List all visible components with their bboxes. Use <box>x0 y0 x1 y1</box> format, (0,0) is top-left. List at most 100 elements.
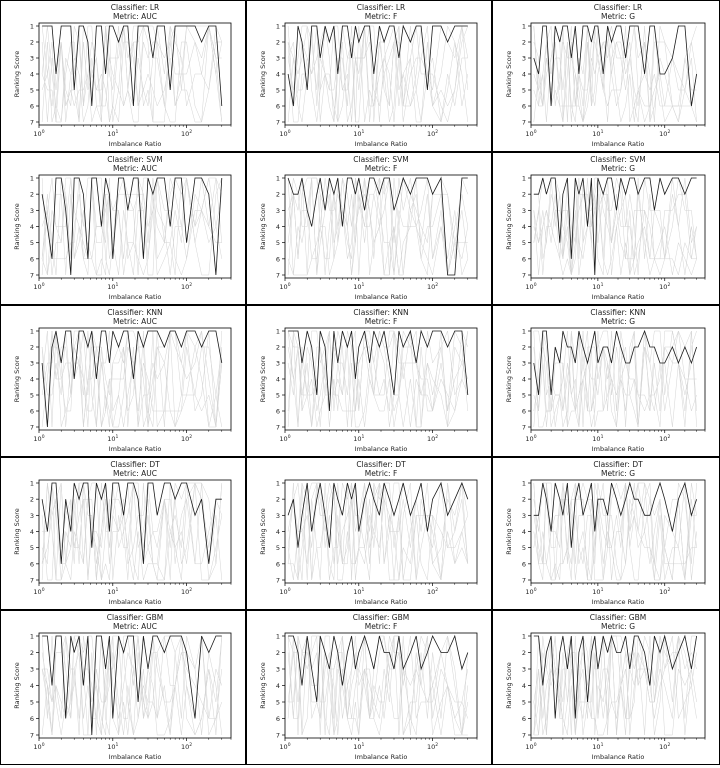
y-tick-label: 5 <box>276 392 280 400</box>
background-series-line <box>41 25 223 123</box>
background-series-line <box>287 330 469 428</box>
chart-title: Classifier: KNN <box>590 308 645 317</box>
y-tick-label: 3 <box>276 55 280 63</box>
y-tick-label: 3 <box>522 512 526 520</box>
series-line <box>288 634 469 703</box>
y-tick-label: 3 <box>276 360 280 368</box>
x-tick-exponent: 1 <box>115 742 118 748</box>
background-series-line <box>533 330 697 428</box>
background-series-line <box>41 330 223 428</box>
y-tick-label: 5 <box>30 699 34 707</box>
y-tick-label: 6 <box>30 408 34 416</box>
y-tick-label: 6 <box>522 715 526 723</box>
x-tick-label: 100 <box>279 742 290 751</box>
y-tick-label: 6 <box>522 103 526 111</box>
background-series-line <box>533 25 697 123</box>
y-tick-label: 1 <box>276 23 280 31</box>
x-tick-exponent: 1 <box>361 434 364 440</box>
x-axis-label: Imbalance Ratio <box>109 598 162 606</box>
x-axis-label: Imbalance Ratio <box>109 753 162 761</box>
x-tick-label: 102 <box>659 742 670 751</box>
chart-panel: Classifier: SVM Metric: AUC 1 2 3 4 5 6 7 100 101 1… <box>0 152 246 305</box>
chart-subtitle: Metric: F <box>365 164 398 173</box>
chart-panel: Classifier: SVM Metric: F 1 2 3 4 5 6 7 100 101 102… <box>246 152 492 305</box>
background-series-line <box>287 25 469 123</box>
y-tick-label: 3 <box>276 512 280 520</box>
x-tick-label: 101 <box>592 282 603 291</box>
y-tick-label: 4 <box>276 682 280 690</box>
series-line <box>533 329 697 396</box>
x-tick-label: 100 <box>33 434 44 443</box>
x-tick-exponent: 2 <box>435 282 438 288</box>
y-axis-label: Ranking Score <box>13 356 21 403</box>
background-series-line <box>533 177 697 276</box>
x-tick-label: 101 <box>107 129 118 138</box>
x-tick-exponent: 2 <box>189 742 192 748</box>
background-series-line <box>42 635 223 736</box>
series-line <box>287 481 469 548</box>
x-axis-label: Imbalance Ratio <box>592 140 645 148</box>
x-tick-label: 100 <box>525 129 536 138</box>
y-tick-label: 4 <box>276 71 280 79</box>
x-tick-exponent: 1 <box>361 129 364 135</box>
chart-subtitle: Metric: AUC <box>113 164 157 173</box>
x-tick-label: 101 <box>353 434 364 443</box>
chart-title: Classifier: KNN <box>107 308 162 317</box>
y-tick-label: 2 <box>276 191 280 199</box>
x-tick-exponent: 1 <box>361 742 364 748</box>
y-tick-label: 1 <box>522 23 526 31</box>
y-tick-label: 6 <box>30 715 34 723</box>
y-tick-label: 7 <box>276 577 280 585</box>
background-series-line <box>41 635 223 736</box>
y-tick-label: 7 <box>522 272 526 280</box>
x-tick-label: 102 <box>427 282 438 291</box>
y-tick-label: 1 <box>30 328 34 336</box>
x-tick-exponent: 0 <box>288 129 291 135</box>
y-tick-label: 1 <box>522 480 526 488</box>
x-tick-exponent: 0 <box>534 129 537 135</box>
background-series-line <box>287 635 469 736</box>
y-tick-label: 5 <box>276 699 280 707</box>
plot-frame <box>38 327 232 431</box>
background-series-line <box>533 330 697 428</box>
chart-title: Classifier: SVM <box>590 155 645 164</box>
x-tick-exponent: 2 <box>667 434 670 440</box>
y-tick-label: 1 <box>30 23 34 31</box>
x-tick-label: 100 <box>279 282 290 291</box>
x-tick-label: 101 <box>353 742 364 751</box>
y-axis-label: Ranking Score <box>505 662 513 709</box>
x-tick-exponent: 1 <box>115 434 118 440</box>
background-series-line <box>533 482 697 581</box>
x-tick-exponent: 2 <box>189 587 192 593</box>
series-line <box>287 176 468 276</box>
y-tick-label: 7 <box>522 732 526 740</box>
x-tick-label: 100 <box>279 434 290 443</box>
x-tick-label: 102 <box>181 129 192 138</box>
x-tick-label: 101 <box>107 587 118 596</box>
series-line <box>287 24 468 107</box>
x-tick-exponent: 0 <box>288 742 291 748</box>
chart-panel: Classifier: KNN Metric: F 1 2 3 4 5 6 7 100 101 102… <box>246 305 492 457</box>
y-axis-label: Ranking Score <box>13 508 21 555</box>
plot-frame <box>530 174 706 279</box>
y-tick-label: 4 <box>522 223 526 231</box>
background-series-line <box>533 330 697 428</box>
background-series-line <box>287 25 469 123</box>
background-series-line <box>42 482 223 581</box>
y-axis-label: Ranking Score <box>13 662 21 709</box>
y-tick-label: 5 <box>522 544 526 552</box>
y-tick-label: 3 <box>30 360 34 368</box>
y-tick-label: 4 <box>522 528 526 536</box>
y-tick-label: 2 <box>30 39 34 47</box>
y-tick-label: 5 <box>276 87 280 95</box>
x-tick-label: 102 <box>659 129 670 138</box>
y-tick-label: 6 <box>522 408 526 416</box>
y-tick-label: 7 <box>30 577 34 585</box>
x-axis-label: Imbalance Ratio <box>355 753 408 761</box>
y-tick-label: 6 <box>276 715 280 723</box>
y-tick-label: 5 <box>30 87 34 95</box>
y-tick-label: 3 <box>522 207 526 215</box>
